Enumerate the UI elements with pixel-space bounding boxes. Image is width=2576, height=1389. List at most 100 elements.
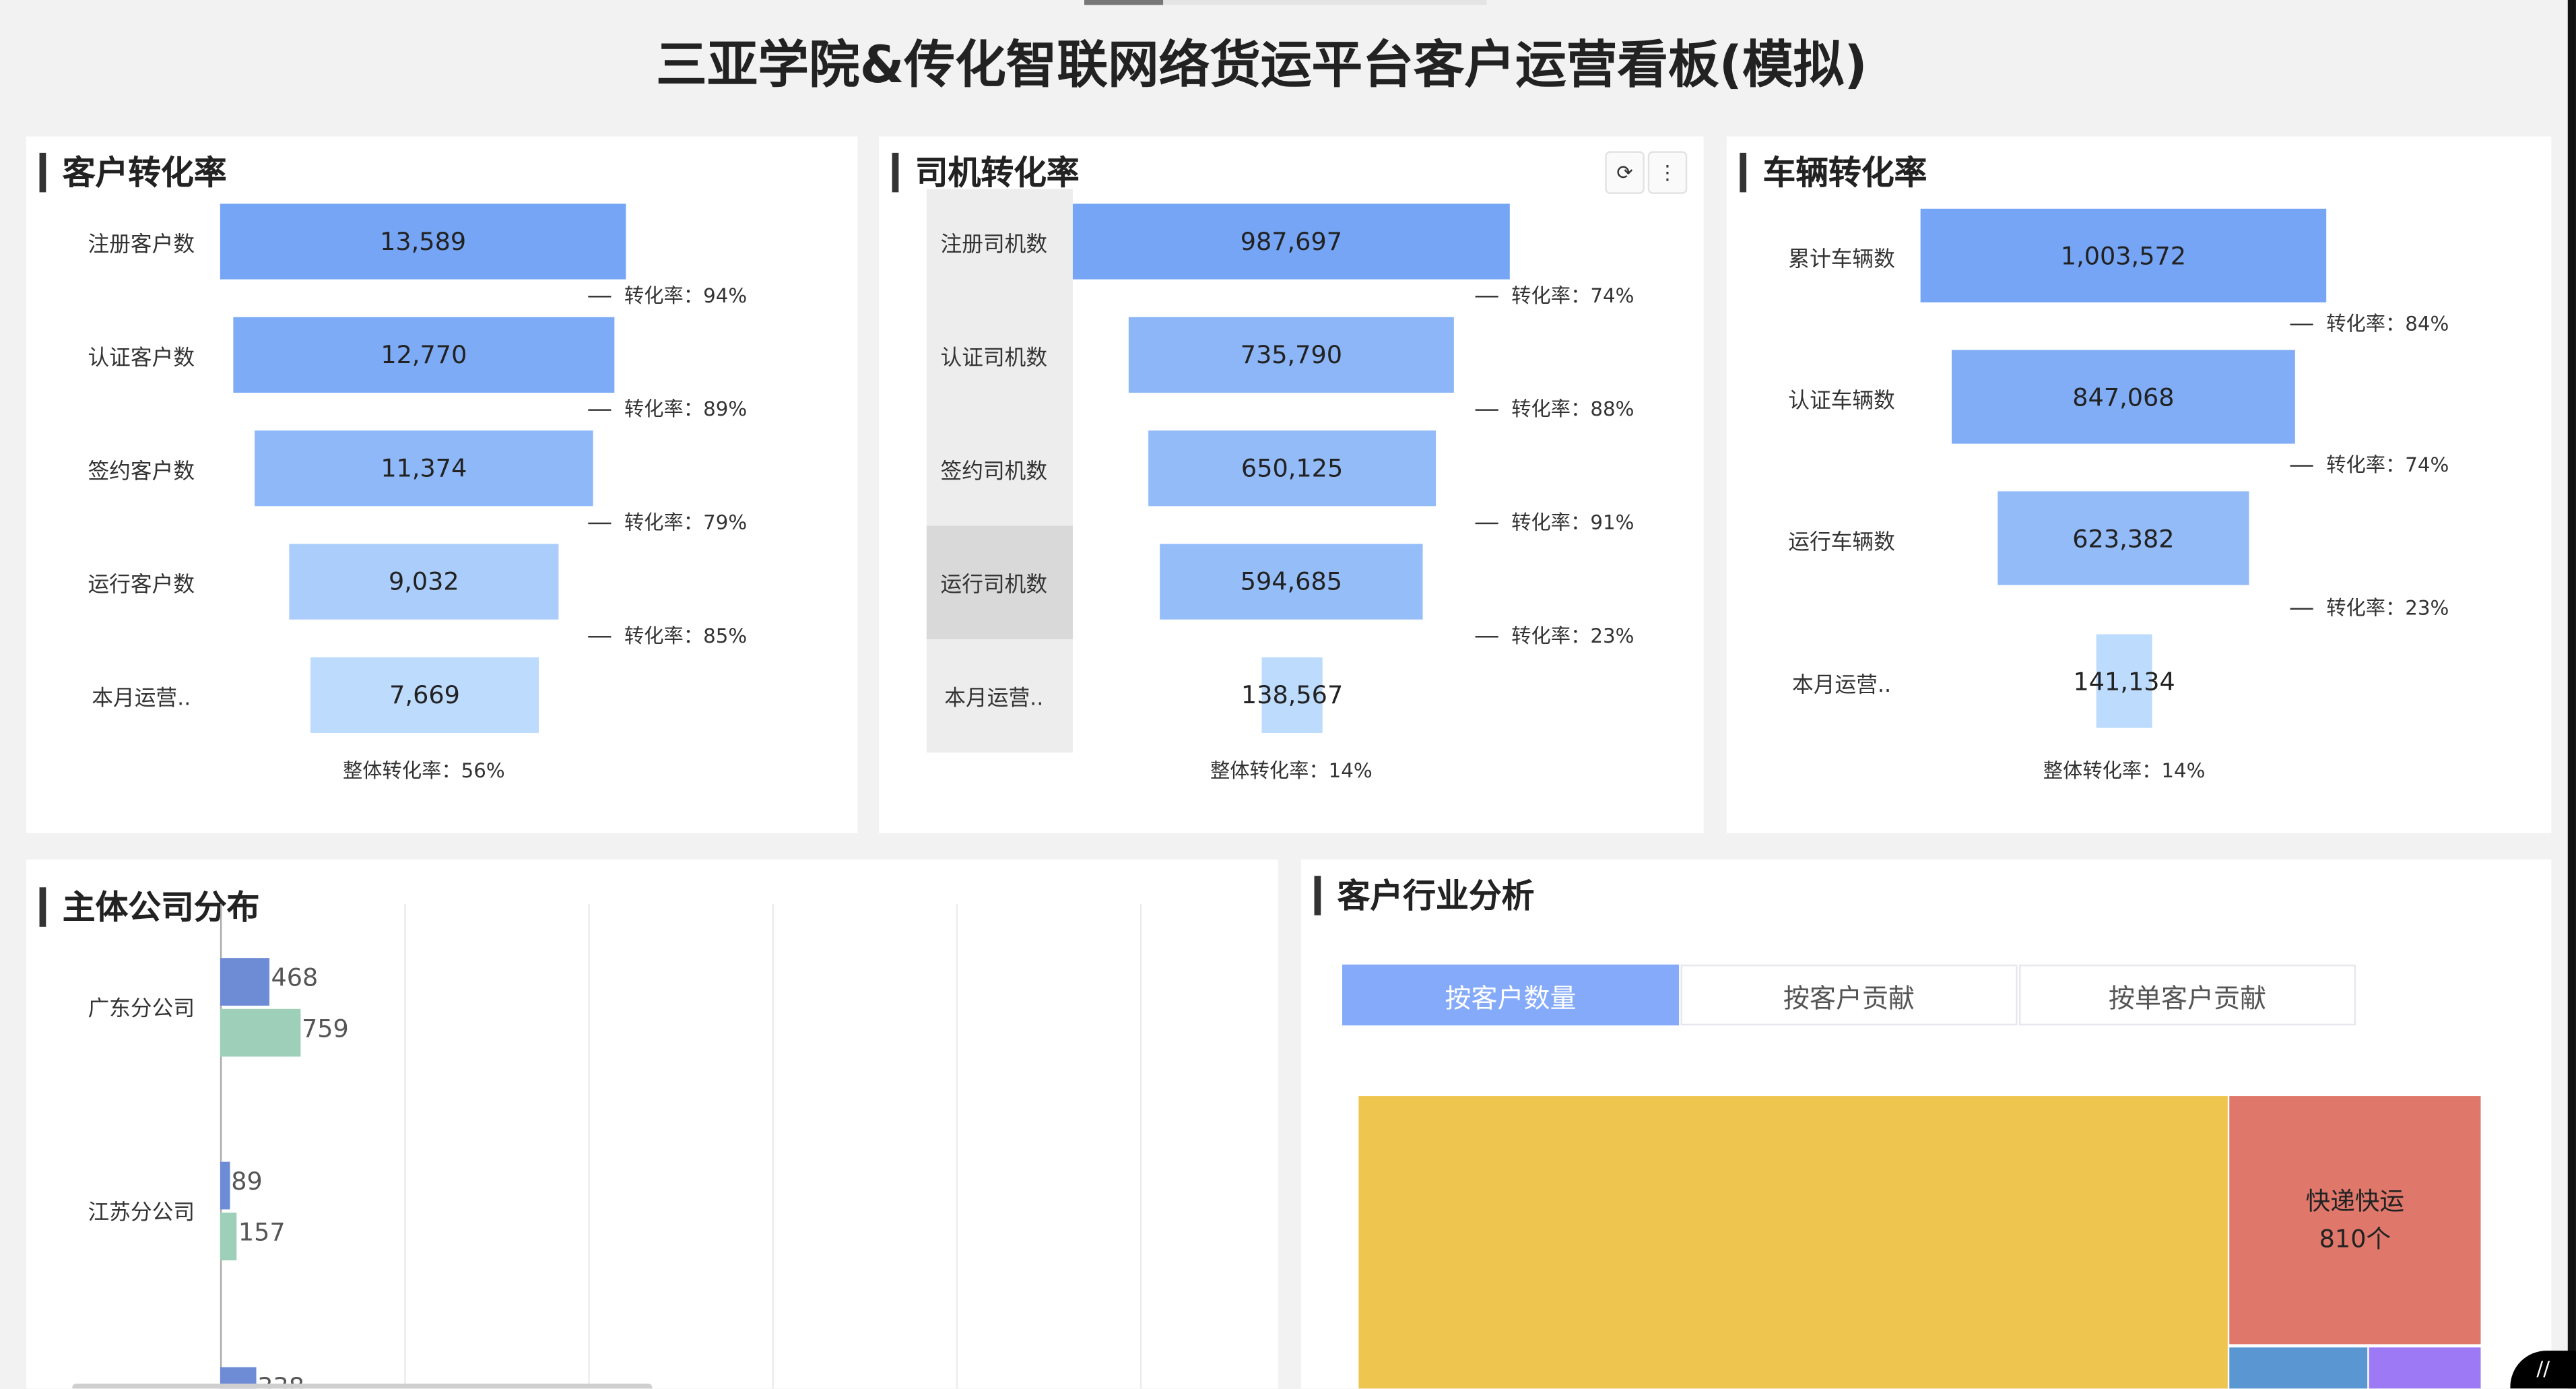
- conversion-rate: 转化率：74%: [1476, 281, 1634, 309]
- stage-value: 735,790: [1240, 340, 1343, 370]
- bar-value-label: 468: [271, 963, 319, 993]
- bar-value-label: 759: [301, 1014, 349, 1044]
- conversion-rate: 转化率：88%: [1476, 394, 1634, 422]
- stage-value: 12,770: [381, 340, 467, 370]
- funnel-bar[interactable]: 847,068: [1952, 350, 2295, 444]
- axis-highlight: [926, 189, 1073, 753]
- funnel-bar[interactable]: 7,669: [310, 657, 539, 733]
- stage-label: 运行司机数: [940, 573, 1048, 598]
- conversion-rate: 转化率：91%: [1476, 508, 1634, 536]
- panel-title: 客户行业分析: [1314, 876, 1534, 915]
- funnel-bar[interactable]: 735,790: [1128, 317, 1454, 393]
- bar[interactable]: [220, 1008, 300, 1057]
- conversion-rate: 转化率：85%: [588, 621, 747, 649]
- panel-title: 客户转化率: [39, 152, 227, 193]
- overall-conversion-rate: 整体转化率：14%: [2043, 759, 2206, 783]
- stage-label: 认证车辆数: [1788, 388, 1895, 414]
- stage-value: 11,374: [381, 453, 467, 484]
- gridline: [956, 903, 958, 1389]
- gridline: [772, 903, 774, 1389]
- treemap-cell[interactable]: [2369, 1347, 2481, 1389]
- treemap-cell[interactable]: [1358, 1096, 2228, 1389]
- stage-label: 签约司机数: [940, 460, 1048, 485]
- conversion-rate: 转化率：74%: [2290, 450, 2449, 478]
- stage-value: 623,382: [2072, 523, 2175, 553]
- stage-value: 7,669: [389, 680, 460, 710]
- industry-analysis-panel: 客户行业分析 按客户数量 按客户贡献 按单客户贡献 快递快运 810个: [1301, 859, 2552, 1389]
- stage-label: 运行车辆数: [1788, 529, 1895, 555]
- stage-label: 认证司机数: [940, 346, 1048, 372]
- treemap-cell[interactable]: [2229, 1347, 2368, 1389]
- page-title: 三亚学院&传化智联网络货运平台客户运营看板(模拟): [656, 36, 1868, 96]
- treemap-cell-express[interactable]: 快递快运 810个: [2229, 1096, 2481, 1345]
- funnel-bar[interactable]: 987,697: [1072, 203, 1510, 280]
- conversion-rate: 转化率：23%: [1476, 621, 1634, 649]
- stage-label: 认证客户数: [88, 346, 195, 372]
- conversion-rate: 转化率：94%: [588, 281, 747, 309]
- more-vertical-icon[interactable]: ⋮: [1647, 151, 1688, 194]
- refresh-icon[interactable]: ⟳: [1605, 151, 1645, 194]
- category-label: 江苏分公司: [88, 1201, 195, 1226]
- horizontal-scrollbar[interactable]: [72, 1383, 653, 1389]
- conversion-rate: 转化率：23%: [2290, 593, 2449, 621]
- funnel-bar[interactable]: 13,589: [220, 203, 626, 280]
- category-label: 广东分公司: [88, 997, 195, 1023]
- stage-label: 本月运营..: [92, 686, 191, 712]
- window-edge: [2567, 0, 2576, 1389]
- stage-value: 650,125: [1241, 453, 1344, 484]
- driver-funnel-panel: 司机转化率 ⟳ ⋮ 注册司机数 987,697 认证司机数 735,790 签约司机数 6…: [879, 136, 1704, 833]
- stage-value: 138,567: [1241, 680, 1344, 710]
- gridline: [1140, 903, 1142, 1389]
- funnel-bar[interactable]: 11,374: [255, 430, 593, 507]
- treemap-value: 810个: [2319, 1223, 2391, 1254]
- stage-value: 987,697: [1240, 226, 1343, 257]
- top-scroll-indicator[interactable]: [1084, 0, 1487, 5]
- tab-by-customer-contribution[interactable]: 按客户贡献: [1680, 964, 2018, 1026]
- overall-conversion-rate: 整体转化率：14%: [1210, 759, 1373, 783]
- bar[interactable]: [220, 958, 270, 1006]
- tab-by-customer-count[interactable]: 按客户数量: [1342, 964, 1680, 1026]
- funnel-bar[interactable]: 138,567: [1241, 657, 1343, 733]
- bar-value-label: 89: [231, 1166, 263, 1196]
- hovered-row-highlight: [926, 525, 1073, 639]
- funnel-bar[interactable]: 594,685: [1160, 544, 1423, 620]
- treemap-label: 快递快运: [2305, 1186, 2405, 1215]
- conversion-rate: 转化率：79%: [588, 508, 747, 536]
- bar[interactable]: [220, 1161, 230, 1210]
- tab-by-single-customer-contribution[interactable]: 按单客户贡献: [2019, 964, 2356, 1026]
- funnel-bar[interactable]: 1,003,572: [1920, 208, 2327, 302]
- funnel-bar[interactable]: 141,134: [2073, 634, 2175, 728]
- stage-label: 注册司机数: [940, 233, 1048, 258]
- vehicle-funnel-panel: 车辆转化率 累计车辆数 1,003,572 认证车辆数 847,068 运行车辆数 623…: [1726, 136, 2552, 833]
- stage-value: 1,003,572: [2060, 240, 2187, 271]
- stage-value: 13,589: [380, 226, 467, 257]
- stage-value: 141,134: [2073, 666, 2175, 697]
- stage-label: 注册客户数: [88, 233, 195, 258]
- panel-title: 主体公司分布: [39, 887, 260, 927]
- customer-funnel-panel: 客户转化率 注册客户数 13,589 认证客户数 12,770 签约客户数 11,374 运…: [26, 136, 858, 833]
- stage-label: 签约客户数: [88, 460, 195, 485]
- stage-value: 9,032: [388, 567, 459, 597]
- funnel-bar[interactable]: 623,382: [1997, 491, 2249, 585]
- conversion-rate: 转化率：84%: [2290, 309, 2449, 337]
- funnel-bar[interactable]: 9,032: [289, 544, 559, 620]
- stage-label: 本月运营..: [944, 686, 1044, 712]
- stage-value: 594,685: [1240, 567, 1343, 597]
- gridline: [404, 903, 406, 1389]
- panel-title: 车辆转化率: [1740, 152, 1927, 193]
- funnel-bar[interactable]: 12,770: [233, 317, 615, 393]
- company-distribution-panel: 主体公司分布 广东分公司 468 759 江苏分公司 89 157 338: [26, 859, 1278, 1389]
- bar[interactable]: [220, 1213, 237, 1261]
- overall-conversion-rate: 整体转化率：56%: [342, 759, 505, 783]
- bar-value-label: 157: [238, 1217, 286, 1248]
- stage-label: 累计车辆数: [1788, 247, 1895, 272]
- stage-label: 本月运营..: [1792, 672, 1892, 698]
- gridline: [588, 903, 590, 1389]
- stage-label: 运行客户数: [88, 573, 195, 598]
- stage-value: 847,068: [2072, 382, 2175, 412]
- funnel-bar[interactable]: 650,125: [1148, 430, 1436, 507]
- panel-title: 司机转化率: [892, 152, 1080, 193]
- y-axis: [220, 903, 222, 1389]
- conversion-rate: 转化率：89%: [588, 394, 747, 422]
